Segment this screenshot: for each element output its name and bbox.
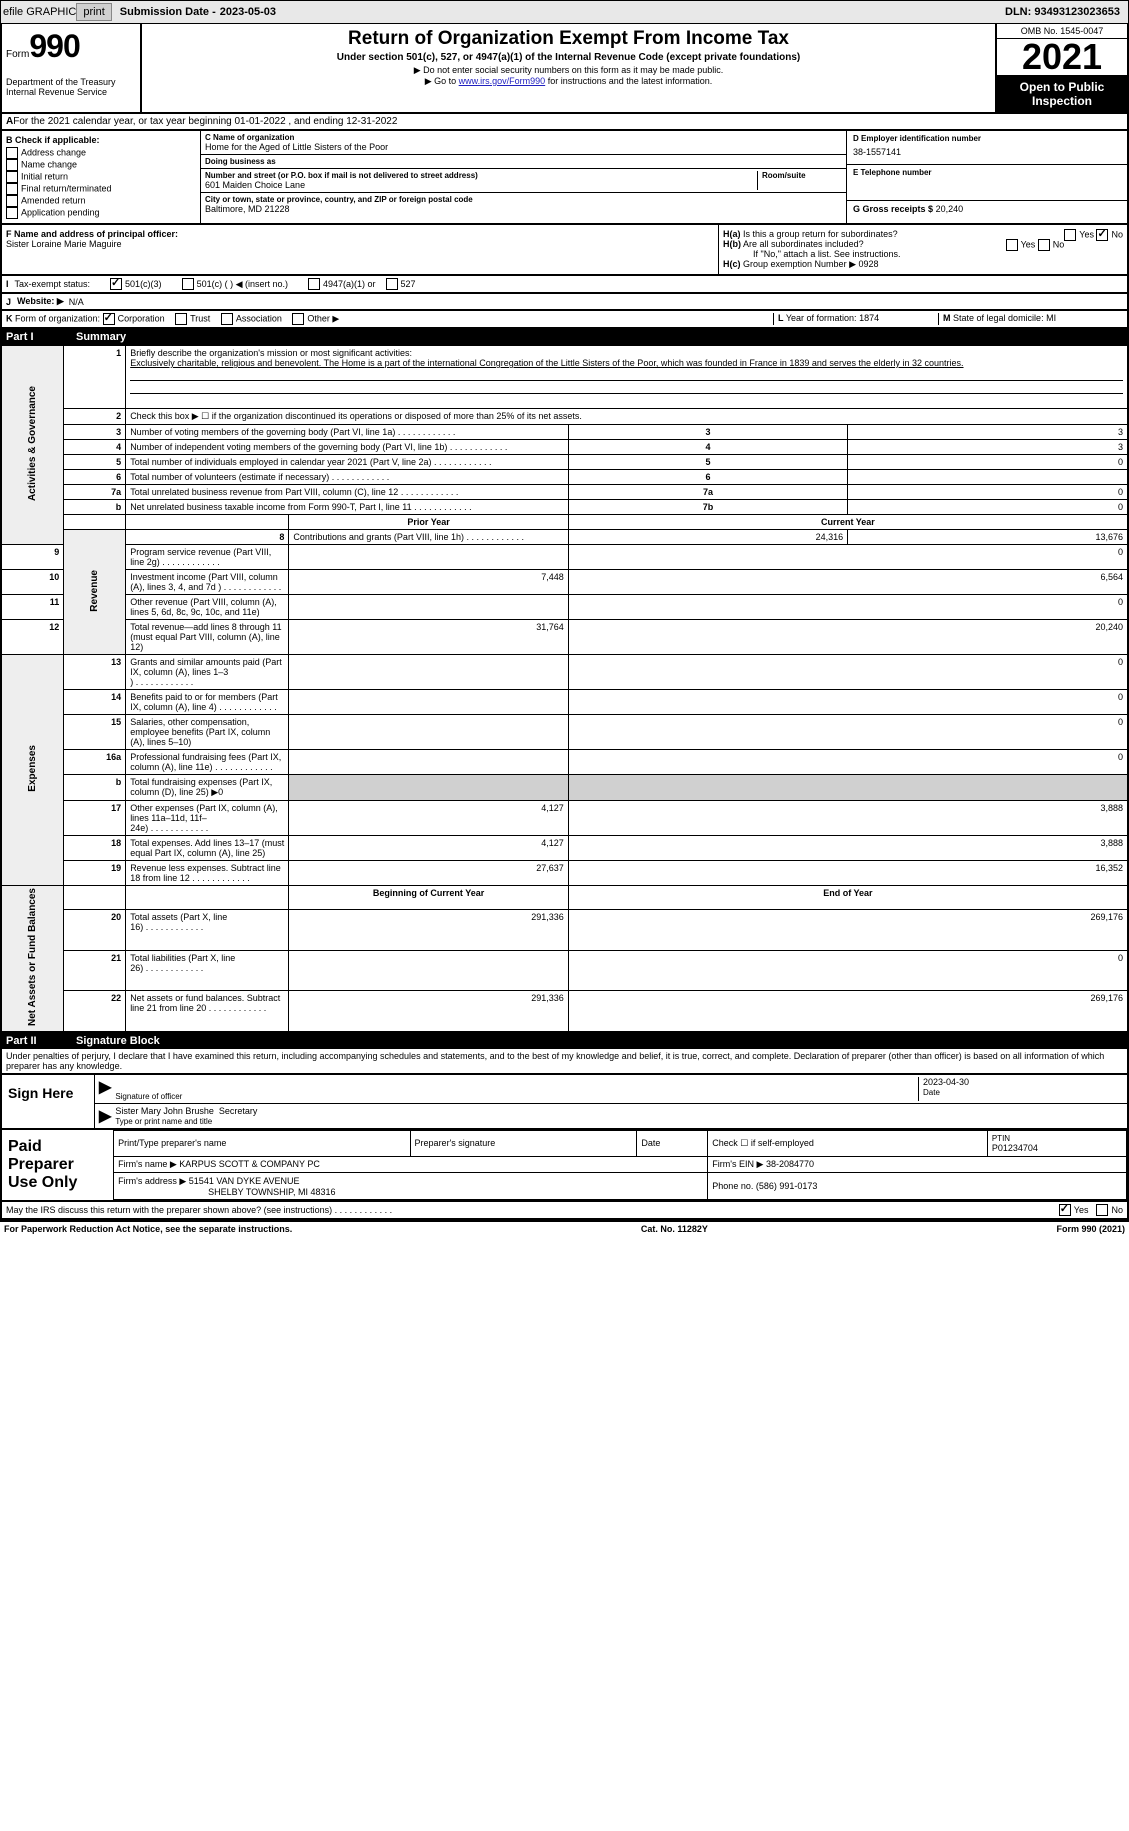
tax-year: 2021 — [997, 39, 1127, 76]
note2: ▶ Go to www.irs.gov/Form990 for instruct… — [146, 76, 991, 87]
address: 601 Maiden Choice Lane — [205, 180, 757, 190]
toolbar: efile GRAPHIC print Submission Date - 20… — [0, 0, 1129, 24]
sign-here: Sign Here — [2, 1075, 95, 1128]
cb-pending: Application pending — [6, 207, 196, 219]
form-subtitle: Under section 501(c), 527, or 4947(a)(1)… — [146, 52, 991, 63]
discuss-row: May the IRS discuss this return with the… — [0, 1202, 1129, 1220]
section-b: B Check if applicable: Address change Na… — [2, 131, 201, 223]
year-formed: 1874 — [859, 313, 879, 323]
page-footer: For Paperwork Reduction Act Notice, see … — [0, 1220, 1129, 1236]
gross-receipts: 20,240 — [936, 204, 964, 214]
side-rev: Revenue — [89, 570, 100, 612]
phone — [853, 177, 1121, 197]
part2-header: Part IISignature Block — [0, 1033, 1129, 1049]
firm-name: KARPUS SCOTT & COMPANY PC — [179, 1159, 320, 1169]
firm-addr1: 51541 VAN DYKE AVENUE — [189, 1176, 300, 1186]
city: Baltimore, MD 21228 — [205, 204, 842, 214]
cb-address: Address change — [6, 147, 196, 159]
sign-block: Sign Here ▶Signature of officer2023-04-3… — [0, 1075, 1129, 1130]
officer-name: Sister Loraine Marie Maguire — [6, 239, 714, 249]
cb-final: Final return/terminated — [6, 183, 196, 195]
preparer-block: Paid Preparer Use Only Print/Type prepar… — [0, 1130, 1129, 1202]
firm-phone: (586) 991-0173 — [756, 1181, 818, 1191]
group-exemption: 0928 — [859, 259, 879, 269]
summary-table: Activities & Governance 1Briefly describ… — [0, 345, 1129, 1033]
form-title: Return of Organization Exempt From Incom… — [146, 28, 991, 50]
form-number: 990 — [29, 28, 79, 64]
line-i: ITax-exempt status: 501(c)(3) 501(c) ( )… — [0, 276, 1129, 294]
side-ag: Activities & Governance — [27, 386, 38, 501]
dln-label: DLN: — [1005, 6, 1031, 18]
cb-501c3[interactable] — [110, 278, 122, 290]
org-name: Home for the Aged of Little Sisters of t… — [205, 142, 842, 152]
cb-corp[interactable] — [103, 313, 115, 325]
paid-prep-label: Paid Preparer Use Only — [2, 1130, 113, 1200]
note1: ▶ Do not enter social security numbers o… — [146, 65, 991, 76]
arrow-icon: ▶ — [99, 1106, 111, 1126]
irs-link[interactable]: www.irs.gov/Form990 — [459, 76, 546, 86]
website: N/A — [69, 297, 84, 307]
cb-name: Name change — [6, 159, 196, 171]
mission: Exclusively charitable, religious and be… — [130, 358, 963, 368]
firm-addr2: SHELBY TOWNSHIP, MI 48316 — [208, 1187, 335, 1197]
signer-name: Sister Mary John Brushe — [115, 1106, 214, 1116]
line-k-l-m: K Form of organization: Corporation Trus… — [0, 311, 1129, 329]
print-button[interactable]: print — [76, 3, 111, 21]
firm-ein: 38-2084770 — [766, 1159, 814, 1169]
cb-initial: Initial return — [6, 171, 196, 183]
ein: 38-1557141 — [853, 143, 1121, 161]
entity-block: B Check if applicable: Address change Na… — [0, 131, 1129, 225]
f-h-block: F Name and address of principal officer:… — [0, 225, 1129, 276]
ptin: P01234704 — [992, 1143, 1038, 1153]
h-a-no[interactable] — [1096, 229, 1108, 241]
form-ref: Form 990 (2021) — [1056, 1224, 1125, 1234]
side-exp: Expenses — [27, 745, 38, 792]
state: MI — [1046, 313, 1056, 323]
pra-notice: For Paperwork Reduction Act Notice, see … — [4, 1224, 292, 1234]
irs: Internal Revenue Service — [6, 87, 136, 97]
subdate: 2023-05-03 — [220, 6, 276, 18]
line-a: A For the 2021 calendar year, or tax yea… — [0, 114, 1129, 131]
dept: Department of the Treasury — [6, 77, 136, 87]
dln: 93493123023653 — [1034, 6, 1120, 18]
section-c: C Name of organizationHome for the Aged … — [201, 131, 847, 223]
line-j: JWebsite: ▶ N/A — [0, 294, 1129, 311]
sign-date: 2023-04-30 — [923, 1077, 1123, 1087]
open-inspection: Open to Public Inspection — [997, 76, 1127, 112]
form-label: Form — [6, 49, 29, 60]
subdate-label: Submission Date - — [120, 6, 216, 18]
arrow-icon: ▶ — [99, 1077, 111, 1101]
penalties: Under penalties of perjury, I declare th… — [0, 1049, 1129, 1075]
cb-amended: Amended return — [6, 195, 196, 207]
cat-no: Cat. No. 11282Y — [641, 1224, 708, 1234]
efile-label: efile GRAPHIC — [3, 6, 76, 18]
signer-title: Secretary — [219, 1106, 258, 1116]
section-d: D Employer identification number38-15571… — [847, 131, 1127, 223]
form-header: Form990 Department of the Treasury Inter… — [0, 24, 1129, 114]
discuss-yes[interactable] — [1059, 1204, 1071, 1216]
side-na: Net Assets or Fund Balances — [27, 888, 38, 1026]
part1-header: Part ISummary — [0, 329, 1129, 345]
